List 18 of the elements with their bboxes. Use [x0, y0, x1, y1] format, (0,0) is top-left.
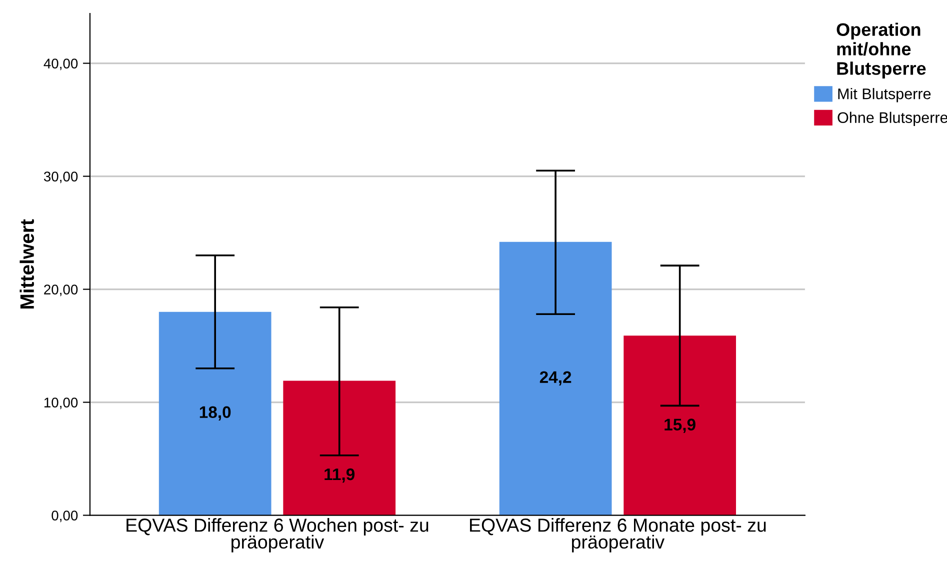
legend-label: Mit Blutsperre	[838, 88, 931, 102]
y-tick-label: 30,00	[44, 172, 78, 184]
x-tick-label: EQVAS Differenz 6 Wochen post- zu präoperativ	[126, 518, 428, 552]
y-tick-label: 20,00	[44, 284, 78, 296]
y-tick-label: 40,00	[44, 58, 78, 70]
bar	[283, 380, 396, 516]
bar	[624, 336, 736, 516]
bar	[499, 242, 612, 516]
x-tick-label: EQVAS Differenz 6 Monate post- zu präoperativ	[470, 518, 766, 552]
y-axis-title: Mittelwert	[20, 219, 34, 308]
data-label: 24,2	[540, 371, 572, 386]
data-label: 11,9	[324, 468, 355, 483]
legend-title: Operation mit/ohne Blutsperre	[836, 22, 926, 78]
bar	[158, 312, 272, 516]
data-label: 18,0	[200, 406, 231, 420]
data-label: 15,9	[664, 418, 696, 433]
y-tick-label: 0,00	[52, 510, 78, 522]
y-tick-label: 10,00	[44, 398, 78, 410]
